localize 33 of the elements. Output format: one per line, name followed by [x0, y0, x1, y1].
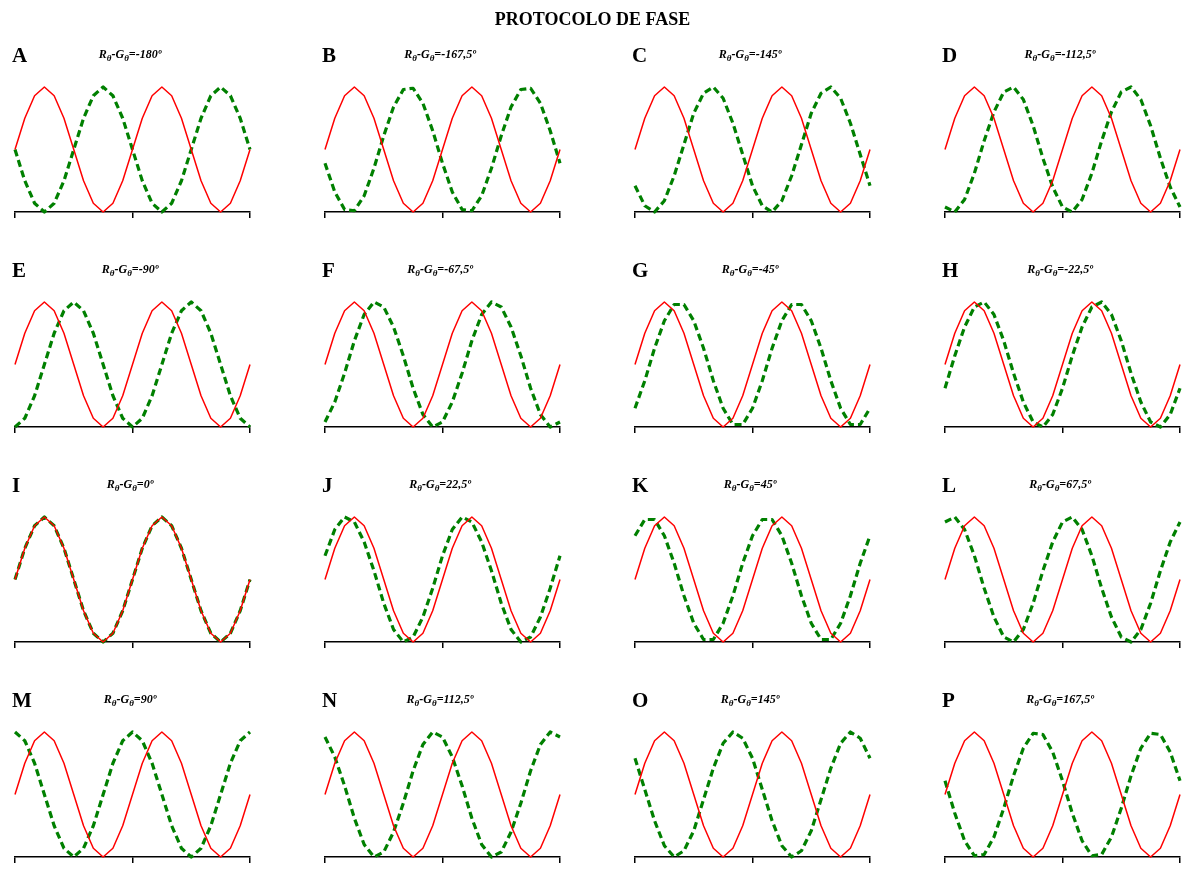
chart-subtitle: R$_{θ}$-G$_{θ}$=22,5º — [408, 477, 473, 494]
chart-subtitle: R$_{θ}$-G$_{θ}$=90º — [102, 692, 158, 709]
chart-subtitle: R$_{θ}$-G$_{θ}$=-45º — [720, 262, 780, 279]
chart-subtitle: R$_{θ}$-G$_{θ}$=-145º — [717, 47, 783, 64]
chart-title: B — [322, 43, 337, 68]
chart-subtitle: R$_{θ}$-G$_{θ}$=-112,5º — [1023, 47, 1097, 64]
chart-title: D — [942, 43, 958, 68]
chart-title: G — [632, 258, 649, 283]
chart-subtitle: R$_{θ}$-G$_{θ}$=0º — [105, 477, 155, 494]
chart-title: K — [632, 473, 649, 498]
chart-title: C — [632, 43, 648, 68]
chart-title: F — [322, 258, 335, 283]
chart-title: N — [322, 688, 338, 713]
chart-title: P — [942, 688, 955, 713]
chart-title: J — [322, 473, 333, 498]
chart-subtitle: R$_{θ}$-G$_{θ}$=-22,5º — [1026, 262, 1095, 279]
chart-title: O — [632, 688, 649, 713]
chart-subtitle: R$_{θ}$-G$_{θ}$=-180º — [97, 47, 163, 64]
chart-subtitle: R$_{θ}$-G$_{θ}$=-67,5º — [406, 262, 475, 279]
chart-subtitle: R$_{θ}$-G$_{θ}$=167,5º — [1025, 692, 1096, 709]
chart-title: L — [942, 473, 957, 498]
chart-subtitle: R$_{θ}$-G$_{θ}$=-90º — [100, 262, 160, 279]
chart-title: E — [12, 258, 27, 283]
chart-subtitle: R$_{θ}$-G$_{θ}$=67,5º — [1028, 477, 1093, 494]
chart-title: A — [12, 43, 28, 68]
chart-subtitle: R$_{θ}$-G$_{θ}$=145º — [719, 692, 781, 709]
chart-subtitle: R$_{θ}$-G$_{θ}$=45º — [722, 477, 778, 494]
text: PROTOCOLO DE FASE — [493, 8, 692, 31]
chart-subtitle: R$_{θ}$-G$_{θ}$=112,5º — [405, 692, 475, 709]
chart-subtitle: R$_{θ}$-G$_{θ}$=-167,5º — [403, 47, 478, 64]
chart-title: M — [12, 688, 32, 713]
chart-title: I — [12, 473, 21, 498]
chart-title: H — [942, 258, 959, 283]
